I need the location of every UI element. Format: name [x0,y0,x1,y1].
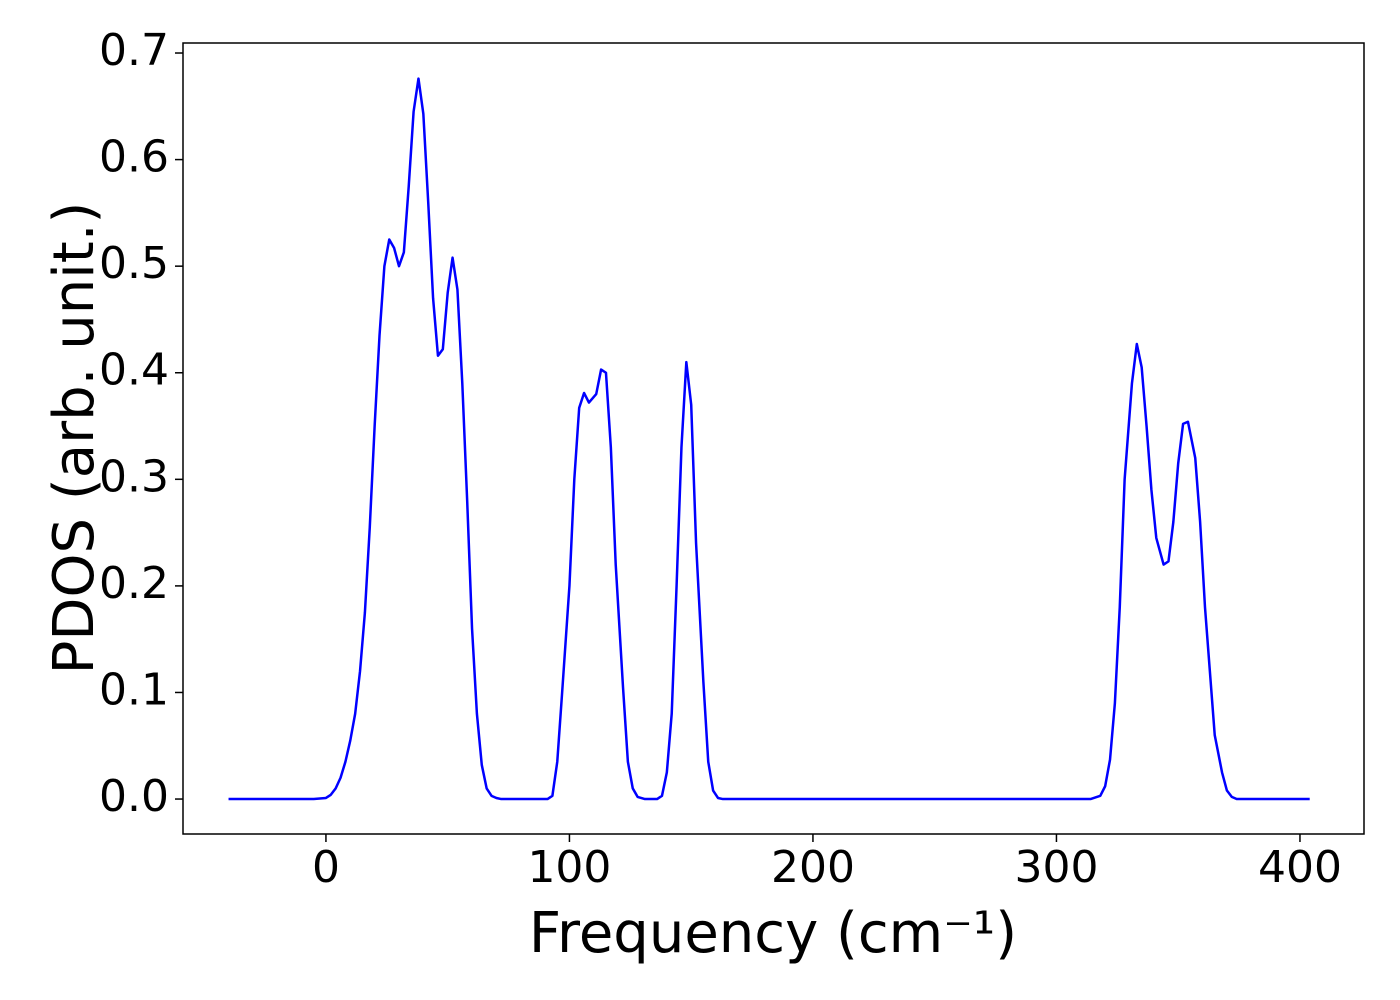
y-tick-label: 0.6 [99,132,169,183]
x-tick-label: 200 [771,842,855,893]
axes-frame [182,42,1365,835]
y-tick-label: 0.3 [99,451,169,502]
x-tick-label: 300 [1014,842,1098,893]
y-tick-label: 0.5 [99,238,169,289]
y-tick-label: 0.2 [99,558,169,609]
x-tick-label: 0 [312,842,340,893]
y-tick-label: 0.0 [99,771,169,822]
x-tick-label: 100 [527,842,611,893]
x-tick-label: 400 [1258,842,1342,893]
y-tick-label: 0.4 [99,345,169,396]
y-axis-label: PDOS (arb. unit.) [42,202,107,675]
data-line [228,77,1310,801]
x-axis-label: Frequency (cm⁻¹) [529,901,1017,966]
y-tick-label: 0.7 [99,25,169,76]
y-tick-label: 0.1 [99,664,169,715]
